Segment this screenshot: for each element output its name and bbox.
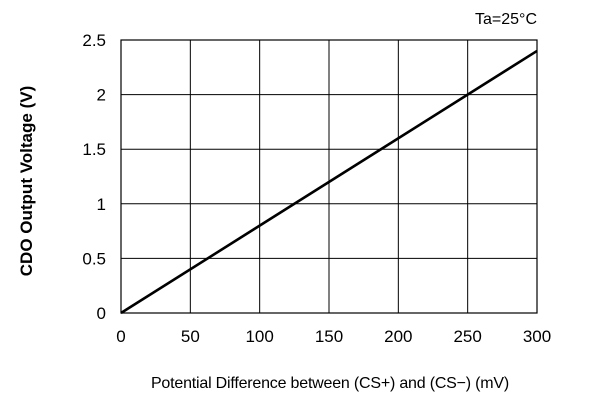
y-tick-label: 1.5 bbox=[82, 140, 106, 159]
x-tick-label: 150 bbox=[315, 327, 343, 346]
x-tick-label: 0 bbox=[116, 327, 125, 346]
x-tick-label: 250 bbox=[453, 327, 481, 346]
x-tick-labels: 0 50 100 150 200 250 300 bbox=[116, 327, 551, 346]
y-tick-labels: 0 0.5 1 1.5 2 2.5 bbox=[82, 31, 106, 323]
temperature-annotation: Ta=25°C bbox=[475, 11, 537, 28]
y-tick-label: 2.5 bbox=[82, 31, 106, 50]
series-line-0 bbox=[120, 49, 538, 315]
y-tick-label: 1 bbox=[97, 195, 106, 214]
x-tick-label: 100 bbox=[245, 327, 273, 346]
x-tick-label: 50 bbox=[181, 327, 200, 346]
grid-lines bbox=[121, 40, 537, 313]
y-tick-label: 0.5 bbox=[82, 249, 106, 268]
x-tick-label: 200 bbox=[384, 327, 412, 346]
plot-frame bbox=[120, 39, 538, 314]
y-axis-label: CDO Output Voltage (V) bbox=[17, 86, 36, 276]
x-axis-label: Potential Difference between (CS+) and (… bbox=[151, 375, 509, 392]
y-tick-label: 0 bbox=[97, 304, 106, 323]
x-tick-label: 300 bbox=[523, 327, 551, 346]
y-tick-label: 2 bbox=[97, 86, 106, 105]
series-layer bbox=[120, 49, 538, 315]
